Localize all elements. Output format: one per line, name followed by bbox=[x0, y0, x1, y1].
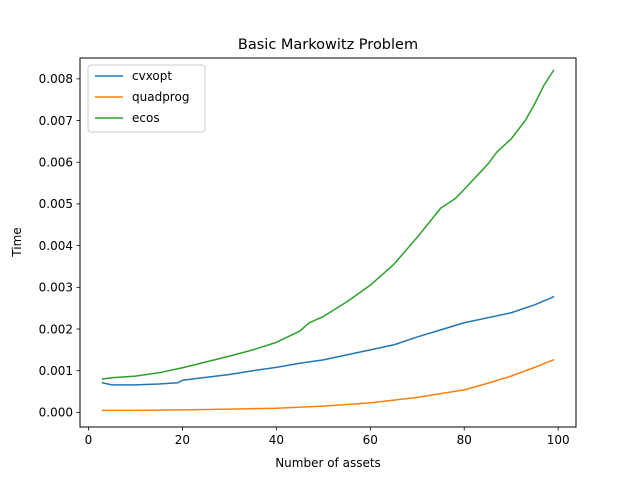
y-tick-label: 0.003 bbox=[39, 281, 73, 295]
chart-title: Basic Markowitz Problem bbox=[238, 37, 418, 53]
y-tick-label: 0.008 bbox=[39, 72, 73, 86]
legend: cvxopt quadprog ecos bbox=[87, 64, 206, 133]
plot-lines bbox=[101, 69, 555, 412]
plot-frame bbox=[79, 57, 577, 428]
y-axis-label: Time bbox=[10, 227, 24, 257]
y-tick-label: 0.005 bbox=[39, 197, 73, 211]
x-tick-label: 80 bbox=[457, 433, 472, 447]
legend-label-ecos: ecos bbox=[132, 111, 160, 125]
y-tick-label: 0.000 bbox=[39, 406, 73, 420]
series-line-cvxopt bbox=[101, 295, 555, 386]
x-tick-label: 60 bbox=[363, 433, 378, 447]
y-tick-label: 0.002 bbox=[39, 322, 73, 336]
series-line-ecos bbox=[101, 69, 555, 380]
x-tick-label: 100 bbox=[547, 433, 570, 447]
x-tick-label: 0 bbox=[85, 433, 93, 447]
x-axis: 0 20 40 60 80 100 bbox=[85, 427, 570, 447]
legend-label-quadprog: quadprog bbox=[132, 90, 189, 104]
y-tick-label: 0.001 bbox=[39, 364, 73, 378]
y-tick-label: 0.006 bbox=[39, 156, 73, 170]
legend-frame bbox=[87, 64, 206, 133]
legend-label-cvxopt: cvxopt bbox=[132, 69, 172, 83]
y-tick-label: 0.007 bbox=[39, 114, 73, 128]
x-tick-label: 40 bbox=[269, 433, 284, 447]
series-line-quadprog bbox=[101, 358, 555, 412]
y-tick-label: 0.004 bbox=[39, 239, 73, 253]
x-axis-label: Number of assets bbox=[275, 456, 381, 470]
x-tick-label: 20 bbox=[175, 433, 190, 447]
y-axis: 0.000 0.001 0.002 0.003 0.004 0.005 0.006 0.007… bbox=[39, 72, 80, 420]
